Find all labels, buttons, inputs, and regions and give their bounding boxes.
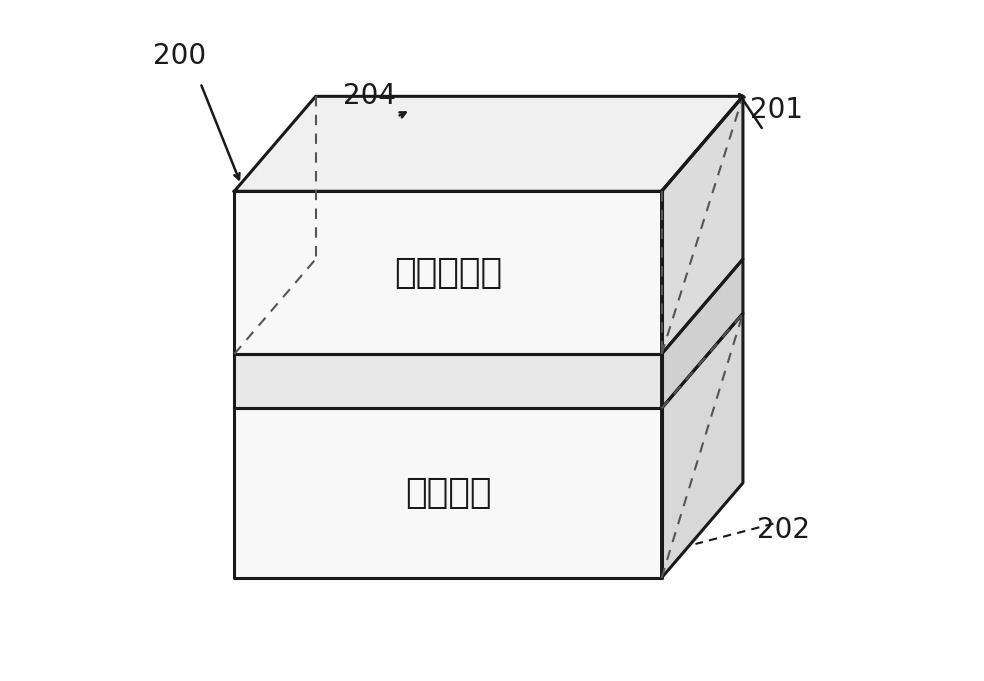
Polygon shape (661, 259, 743, 409)
Text: 逻辑芯片: 逻辑芯片 (404, 476, 491, 510)
Polygon shape (234, 96, 743, 191)
Polygon shape (661, 313, 743, 578)
Polygon shape (234, 409, 661, 578)
Text: 202: 202 (757, 516, 810, 544)
Polygon shape (661, 96, 743, 354)
Polygon shape (234, 354, 661, 409)
Polygon shape (234, 191, 661, 354)
Text: 204: 204 (343, 82, 397, 110)
Text: 201: 201 (751, 96, 803, 124)
Text: 光接收芯片: 光接收芯片 (394, 255, 502, 289)
Text: 200: 200 (154, 42, 207, 69)
